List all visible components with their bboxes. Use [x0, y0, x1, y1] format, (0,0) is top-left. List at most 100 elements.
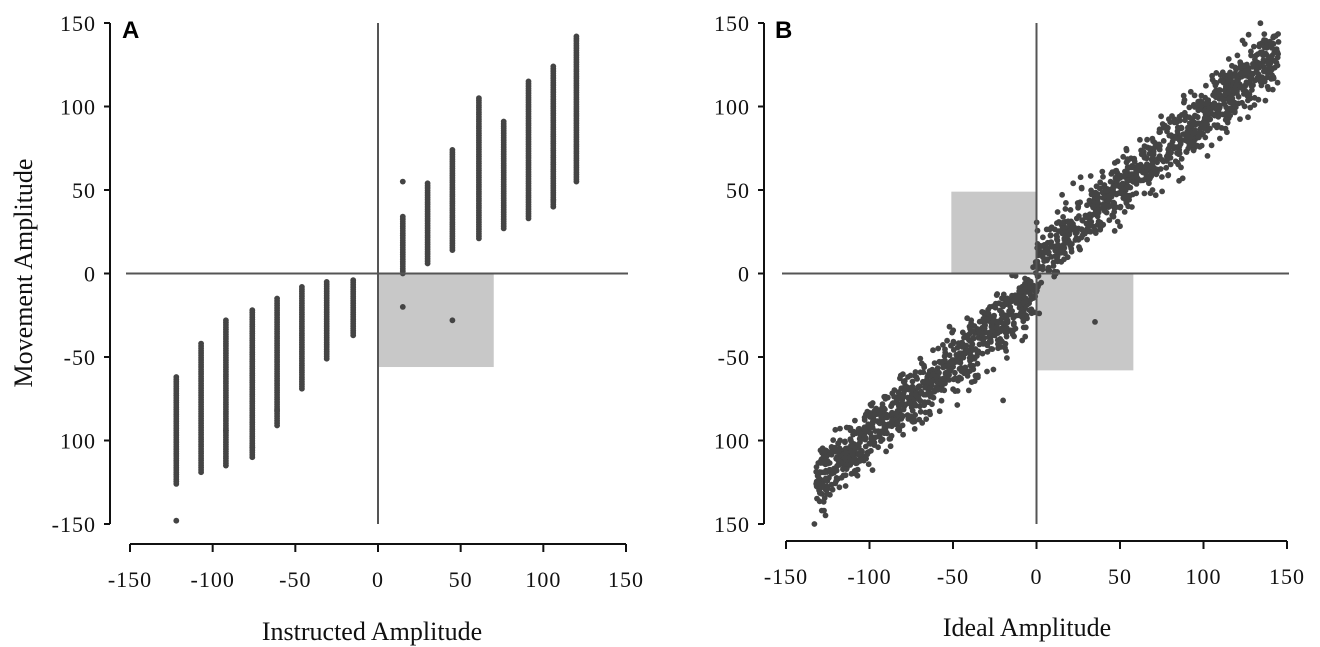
data-point-b-663 [1178, 164, 1184, 171]
data-point-b-585 [1073, 234, 1080, 241]
data-point-b-715 [1123, 147, 1130, 154]
data-point-b-1752 [888, 411, 895, 417]
data-point-b-574 [1208, 142, 1215, 149]
data-point-b-1747 [940, 375, 947, 382]
x-tick-label-b-4: 50 [1108, 564, 1132, 589]
data-point-b-937 [1164, 157, 1170, 164]
data-point-b-792 [1087, 223, 1093, 229]
data-point-b-1701 [974, 348, 981, 355]
x-tick-label-a-3: 0 [372, 567, 384, 592]
data-point-b-1697 [1031, 293, 1037, 300]
data-point-b-839 [1168, 132, 1174, 139]
data-point-b-933 [1259, 77, 1265, 84]
data-point-a-388 [350, 277, 357, 284]
data-point-b-237 [1160, 138, 1167, 144]
data-point-b-772 [1052, 253, 1059, 260]
y-tick-label-b-5: 100 [714, 429, 750, 454]
data-point-b-259 [1063, 200, 1069, 206]
data-point-b-894 [1101, 207, 1108, 214]
data-point-b-888 [1172, 158, 1179, 165]
shaded-region-b-1 [1036, 273, 1134, 371]
data-point-b-771 [1175, 151, 1182, 158]
data-point-b-942 [1270, 75, 1277, 82]
data-point-b-462 [1203, 82, 1209, 89]
data-point-b-1806 [1267, 70, 1274, 76]
data-point-b-72 [1269, 86, 1276, 93]
data-point-b-1506 [954, 402, 961, 408]
data-point-a-284 [274, 295, 280, 302]
data-point-b-1798 [813, 480, 820, 487]
data-point-b-1375 [921, 362, 927, 369]
data-point-b-1616 [894, 419, 901, 426]
data-point-b-119 [1097, 179, 1104, 186]
data-point-b-1784 [1026, 284, 1033, 291]
data-point-b-753 [1225, 56, 1232, 62]
data-point-b-764 [1218, 125, 1225, 131]
y-tick-label-b-4: -50 [718, 345, 750, 370]
y-tick-label-a-3: 0 [84, 262, 96, 287]
data-point-b-1378 [989, 346, 996, 352]
data-point-b-1804 [1070, 180, 1077, 187]
data-point-b-768 [1206, 116, 1213, 123]
data-point-b-699 [1183, 149, 1190, 156]
data-point-b-1016 [931, 360, 938, 366]
data-point-b-709 [1164, 128, 1170, 135]
data-point-b-776 [1107, 178, 1114, 185]
data-point-b-1062 [946, 352, 953, 359]
data-point-b-809 [1104, 197, 1111, 204]
data-point-b-1615 [971, 378, 978, 384]
data-point-b-881 [1149, 161, 1156, 168]
data-point-b-1800 [811, 521, 818, 527]
y-tick-label-b-0: 150 [714, 11, 750, 36]
data-point-b-843 [1141, 154, 1148, 161]
data-point-b-1786 [969, 355, 976, 362]
data-point-b-594 [1038, 279, 1045, 286]
data-point-b-1794 [871, 411, 878, 418]
data-point-a-363 [323, 279, 330, 285]
data-point-b-656 [1248, 83, 1255, 89]
data-point-b-1667 [924, 390, 931, 397]
data-point-b-1132 [983, 316, 990, 322]
data-point-b-1629 [1020, 309, 1027, 316]
data-point-b-879 [1204, 153, 1211, 159]
data-point-b-1515 [832, 426, 839, 433]
data-point-b-807 [1227, 73, 1234, 79]
data-point-b-383 [1054, 209, 1061, 215]
data-point-b-610 [1228, 105, 1234, 112]
data-point-b-1227 [914, 376, 920, 382]
data-point-b-1793 [1019, 337, 1026, 344]
data-point-b-1267 [929, 401, 935, 408]
data-point-b-865 [1167, 119, 1174, 125]
y-tick-label-a-6: -150 [52, 512, 96, 537]
x-axis-label-b: Ideal Amplitude [943, 613, 1111, 642]
data-point-b-1503 [908, 386, 915, 392]
data-point-b-695 [1077, 199, 1083, 206]
data-point-b-601 [1241, 41, 1248, 47]
data-point-b-1765 [848, 437, 854, 444]
panel-b: B Ideal Amplitude -150 -100 -50 0 50 100 150 15… [714, 11, 1304, 642]
data-point-b-1785 [1002, 301, 1009, 308]
data-point-b-1666 [861, 433, 868, 440]
data-point-b-1614 [901, 387, 908, 394]
data-point-b-1779 [822, 475, 829, 482]
data-point-b-61 [1231, 109, 1238, 116]
data-point-b-1580 [869, 400, 876, 406]
y-tick-label-a-2: 50 [72, 178, 96, 203]
data-point-b-1678 [946, 323, 953, 330]
data-point-b-935 [1093, 208, 1100, 215]
data-point-b-908 [1265, 59, 1271, 66]
data-point-b-1166 [830, 437, 837, 443]
data-point-b-590 [1108, 171, 1115, 177]
data-point-b-1659 [967, 362, 974, 369]
data-point-b-152 [1251, 43, 1257, 50]
data-point-b-1319 [984, 368, 990, 375]
data-point-b-1654 [938, 385, 945, 392]
data-point-b-816 [1222, 116, 1229, 123]
data-point-b-398 [1247, 104, 1254, 111]
data-point-b-1531 [1020, 318, 1027, 325]
data-point-b-583 [1040, 234, 1046, 241]
data-point-b-242 [1177, 140, 1184, 147]
panel-a: A Movement Amplitude Instructed Amplitud… [9, 11, 643, 646]
data-point-b-1122 [842, 483, 849, 489]
data-point-b-1787 [891, 393, 897, 400]
